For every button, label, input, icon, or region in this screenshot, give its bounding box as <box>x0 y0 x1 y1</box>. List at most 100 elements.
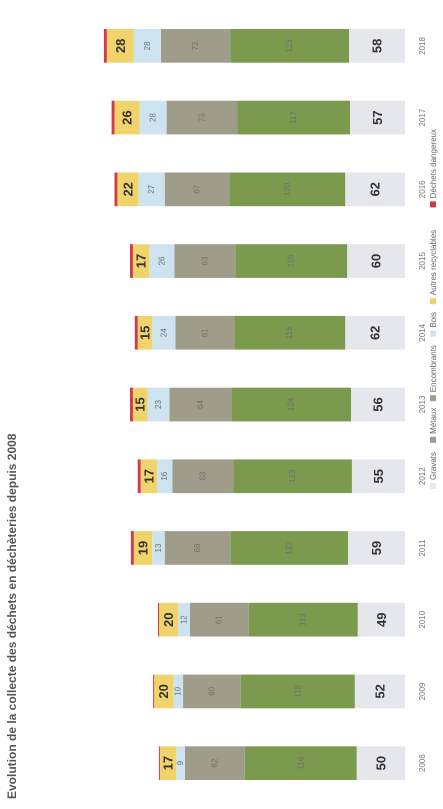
bar-segment-gravats-2009 <box>354 674 405 709</box>
data-label-bois-2008: 9 <box>176 760 185 765</box>
legend-label: Autres recyclables <box>429 230 438 295</box>
legend-label: Métaux <box>429 408 438 434</box>
data-label-encombrants-2016: 67 <box>193 184 202 193</box>
data-label-bois-2010: 12 <box>180 615 189 624</box>
data-label-d-chets-verts-2015: 116 <box>287 254 296 267</box>
bar-segment-encombrants-2014 <box>175 315 235 350</box>
data-label-gravats-2009: 52 <box>372 684 387 698</box>
bar-segment-autres-recyclables-2008 <box>159 746 177 780</box>
bar-segment-encombrants-2013 <box>169 387 232 422</box>
bar-segment-gravats-2008 <box>356 746 406 780</box>
data-label-gravats-2015: 60 <box>369 254 384 268</box>
data-label-autres-recyclables-2016: 22 <box>121 182 136 196</box>
bar-segment-bois-2016 <box>138 172 165 207</box>
bar-segment-encombrants-2017 <box>166 100 238 135</box>
legend-swatch <box>430 330 436 337</box>
data-label-bois-2017: 28 <box>149 113 158 122</box>
legend-swatch <box>430 298 436 305</box>
data-label-autres-recyclables-2009: 20 <box>156 684 171 698</box>
legend-swatch <box>430 395 436 402</box>
data-label-gravats-2013: 56 <box>371 397 386 411</box>
bar-segment-gravats-2015 <box>347 244 406 278</box>
bar-segment-d-chets-dangereux-2012 <box>137 459 141 494</box>
data-label-bois-2009: 10 <box>174 686 183 695</box>
data-label-bois-2016: 27 <box>147 184 156 193</box>
data-label-encombrants-2015: 63 <box>200 256 209 265</box>
legend-swatch <box>430 483 436 489</box>
data-label-bois-2013: 23 <box>154 400 163 409</box>
data-label-gravats-2014: 62 <box>368 326 383 340</box>
data-label-d-chets-verts-2014: 115 <box>285 326 294 339</box>
data-label-encombrants-2010: 61 <box>215 615 224 624</box>
data-label-autres-recyclables-2018: 28 <box>113 39 128 53</box>
x-tick-label: 2012 <box>418 467 427 485</box>
data-label-autres-recyclables-2012: 17 <box>141 469 156 483</box>
data-label-encombrants-2017: 73 <box>197 113 206 122</box>
x-tick-label: 2011 <box>418 539 427 557</box>
x-tick-label: 2018 <box>418 36 427 54</box>
bar-segment-bois-2017 <box>139 100 167 135</box>
data-label-d-chets-verts-2011: 122 <box>285 541 294 555</box>
bar-segment-bois-2018 <box>133 29 161 63</box>
data-label-autres-recyclables-2017: 26 <box>120 110 135 124</box>
data-label-d-chets-verts-2008: 116 <box>296 756 305 769</box>
x-tick-label: 2009 <box>418 682 427 700</box>
bar-segment-gravats-2018 <box>349 29 405 63</box>
bar-segment-bois-2009 <box>173 674 184 709</box>
legend: Gravats Métaux Encombrants Bois Autres recyc… <box>429 129 438 489</box>
data-label-gravats-2016: 62 <box>368 182 383 196</box>
bar-segment-gravats-2013 <box>351 387 405 422</box>
bar-segment-autres-recyclables-2014 <box>137 315 153 350</box>
bar-segment-bois-2012 <box>157 459 173 494</box>
data-label-encombrants-2011: 68 <box>193 543 202 552</box>
legend-label: Déchets dangereux <box>429 129 438 198</box>
data-label-autres-recyclables-2015: 17 <box>134 254 149 268</box>
bar-segment-d-chets-verts-2011 <box>230 531 348 565</box>
bar-segment-encombrants-2018 <box>160 29 231 63</box>
data-label-bois-2012: 16 <box>160 471 169 480</box>
data-label-d-chets-verts-2009: 118 <box>293 684 302 697</box>
data-label-d-chets-verts-2010: 113 <box>299 613 308 626</box>
data-label-encombrants-2018: 72 <box>191 41 200 50</box>
x-tick-label: 2013 <box>418 395 427 413</box>
bar-segment-autres-recyclables-2013 <box>132 387 148 422</box>
bar-segment-autres-recyclables-2011 <box>133 531 153 565</box>
bar-segment-autres-recyclables-2016 <box>117 172 139 207</box>
chart-title: Evolution de la collecte des déchets en … <box>5 433 19 799</box>
bar-segment-d-chets-verts-2008 <box>244 746 357 780</box>
bar-segment-autres-recyclables-2010 <box>158 602 179 637</box>
bar-segment-d-chets-dangereux-2010 <box>158 602 159 637</box>
bar-segment-encombrants-2009 <box>183 674 241 709</box>
x-tick-label: 2008 <box>418 754 427 772</box>
bar-segment-d-chets-verts-2017 <box>237 100 351 135</box>
data-label-encombrants-2014: 61 <box>200 328 209 337</box>
bar-segment-d-chets-verts-2018 <box>230 29 349 63</box>
data-label-gravats-2010: 49 <box>374 612 389 626</box>
data-label-bois-2011: 13 <box>154 543 163 552</box>
bar-segment-gravats-2010 <box>357 602 406 637</box>
data-label-bois-2018: 28 <box>143 41 152 50</box>
bar-segment-d-chets-dangereux-2015 <box>130 244 133 278</box>
bar-segment-d-chets-dangereux-2017 <box>111 100 115 135</box>
bar-segment-d-chets-dangereux-2008 <box>158 746 160 780</box>
data-label-gravats-2018: 58 <box>370 39 385 53</box>
bar-segment-autres-recyclables-2018 <box>106 29 134 63</box>
bar-segment-d-chets-dangereux-2011 <box>130 531 134 565</box>
data-label-encombrants-2012: 63 <box>198 471 207 480</box>
bar-segment-gravats-2017 <box>350 100 405 135</box>
bar-segment-encombrants-2010 <box>189 602 249 637</box>
bar-segment-d-chets-verts-2015 <box>235 244 348 278</box>
data-label-d-chets-verts-2018: 123 <box>285 39 294 53</box>
x-tick-label: 2016 <box>418 180 427 198</box>
data-label-bois-2014: 24 <box>159 328 168 337</box>
bar-segment-bois-2015 <box>149 244 175 278</box>
data-label-encombrants-2008: 62 <box>210 758 219 767</box>
bar-segment-gravats-2011 <box>348 531 406 565</box>
data-label-gravats-2011: 59 <box>369 541 384 555</box>
bar-segment-d-chets-dangereux-2014 <box>134 315 138 350</box>
bar-segment-autres-recyclables-2017 <box>114 100 140 135</box>
legend-swatch <box>430 201 436 208</box>
data-label-d-chets-verts-2017: 117 <box>289 111 298 124</box>
